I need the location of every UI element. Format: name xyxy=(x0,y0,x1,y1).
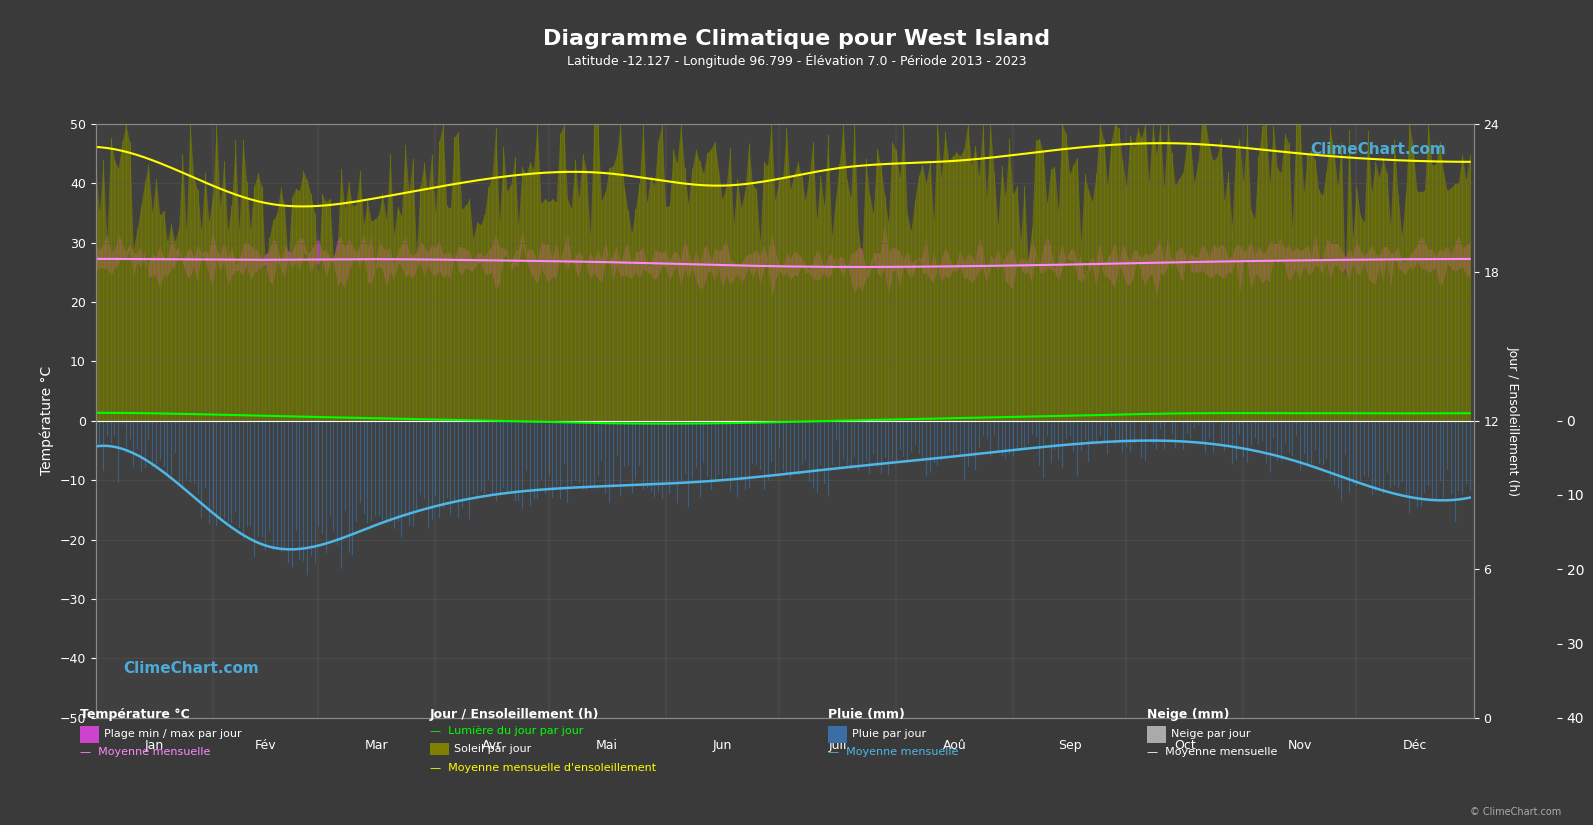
Text: Neige par jour: Neige par jour xyxy=(1171,729,1251,739)
Text: —  Lumière du jour par jour: — Lumière du jour par jour xyxy=(430,726,583,736)
Text: Pluie par jour: Pluie par jour xyxy=(852,729,927,739)
Text: Température °C: Température °C xyxy=(80,708,190,721)
Text: —  Moyenne mensuelle: — Moyenne mensuelle xyxy=(1147,747,1278,757)
Text: —  Moyenne mensuelle d'ensoleillement: — Moyenne mensuelle d'ensoleillement xyxy=(430,763,656,773)
Text: ClimeChart.com: ClimeChart.com xyxy=(1309,142,1446,157)
Text: Fév: Fév xyxy=(255,738,276,752)
Text: Pluie (mm): Pluie (mm) xyxy=(828,708,905,721)
Text: Nov: Nov xyxy=(1287,738,1313,752)
Text: Plage min / max par jour: Plage min / max par jour xyxy=(104,729,241,739)
Text: Diagramme Climatique pour West Island: Diagramme Climatique pour West Island xyxy=(543,29,1050,49)
Text: Jour / Ensoleillement (h): Jour / Ensoleillement (h) xyxy=(430,708,599,721)
Text: Déc: Déc xyxy=(1403,738,1427,752)
Text: Mai: Mai xyxy=(596,738,618,752)
Text: —  Moyenne mensuelle: — Moyenne mensuelle xyxy=(828,747,959,757)
Text: Soleil par jour: Soleil par jour xyxy=(454,744,530,754)
Text: Sep: Sep xyxy=(1058,738,1082,752)
Text: ClimeChart.com: ClimeChart.com xyxy=(123,661,260,676)
Text: Jun: Jun xyxy=(712,738,731,752)
Text: Neige (mm): Neige (mm) xyxy=(1147,708,1230,721)
Text: Oct: Oct xyxy=(1174,738,1196,752)
Text: © ClimeChart.com: © ClimeChart.com xyxy=(1470,807,1561,817)
Text: Latitude -12.127 - Longitude 96.799 - Élévation 7.0 - Période 2013 - 2023: Latitude -12.127 - Longitude 96.799 - Él… xyxy=(567,54,1026,68)
Text: Aoû: Aoû xyxy=(943,738,967,752)
Text: Mar: Mar xyxy=(365,738,389,752)
Text: —  Moyenne mensuelle: — Moyenne mensuelle xyxy=(80,747,210,757)
Text: Avr: Avr xyxy=(481,738,502,752)
Text: Juil: Juil xyxy=(828,738,846,752)
Text: Jan: Jan xyxy=(145,738,164,752)
Y-axis label: Température °C: Température °C xyxy=(40,366,54,475)
Y-axis label: Jour / Ensoleillement (h): Jour / Ensoleillement (h) xyxy=(1507,346,1520,496)
